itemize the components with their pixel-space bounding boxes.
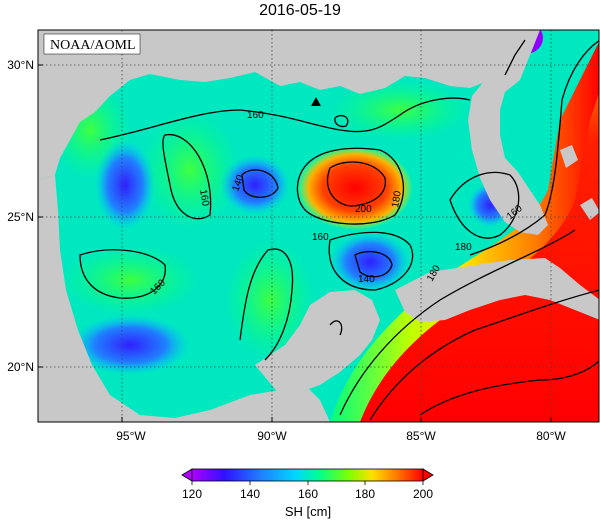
colorbar-tick: 160 [298,487,318,501]
contour-label: 180 [455,242,472,253]
lat-label-25n: 25°N [7,210,34,224]
contour-label: 160 [312,232,329,243]
contour-label: 180 [390,190,404,209]
colorbar-min-arrow [181,468,193,482]
colorbar-tick: 200 [413,487,433,501]
agency-label: NOAA/AOML [50,38,136,53]
axis-ticks [38,64,552,422]
colorbar-label: SH [cm] [285,504,331,519]
contour-label: 200 [355,204,372,215]
map-area: 160 160 140 160 140 200 180 160 180 160 … [38,30,599,422]
lon-label-80w: 80°W [536,429,566,443]
lat-label-30n: 30°N [7,58,34,72]
contour-label: 160 [247,110,264,121]
agency-box [43,33,141,55]
colorbar-tick: 140 [240,487,260,501]
colorbar-tick: 120 [182,487,202,501]
colorbar-max-arrow [422,468,434,482]
lon-label-90w: 90°W [257,429,287,443]
triangle-marker [311,97,321,106]
colorbar-bar [191,468,424,482]
lon-label-85w: 85°W [406,429,436,443]
contours [79,39,599,421]
colorbar: 120 140 160 180 200 SH [cm] [181,468,434,519]
map-title: 2016-05-19 [259,2,341,19]
grid-lines [38,30,599,422]
land [38,30,599,422]
colorbar-tick: 180 [355,487,375,501]
contour-label: 160 [197,189,211,208]
map-frame [37,29,600,423]
lon-label-95w: 95°W [116,429,146,443]
contour-label: 140 [358,274,375,285]
lat-label-20n: 20°N [7,360,34,374]
